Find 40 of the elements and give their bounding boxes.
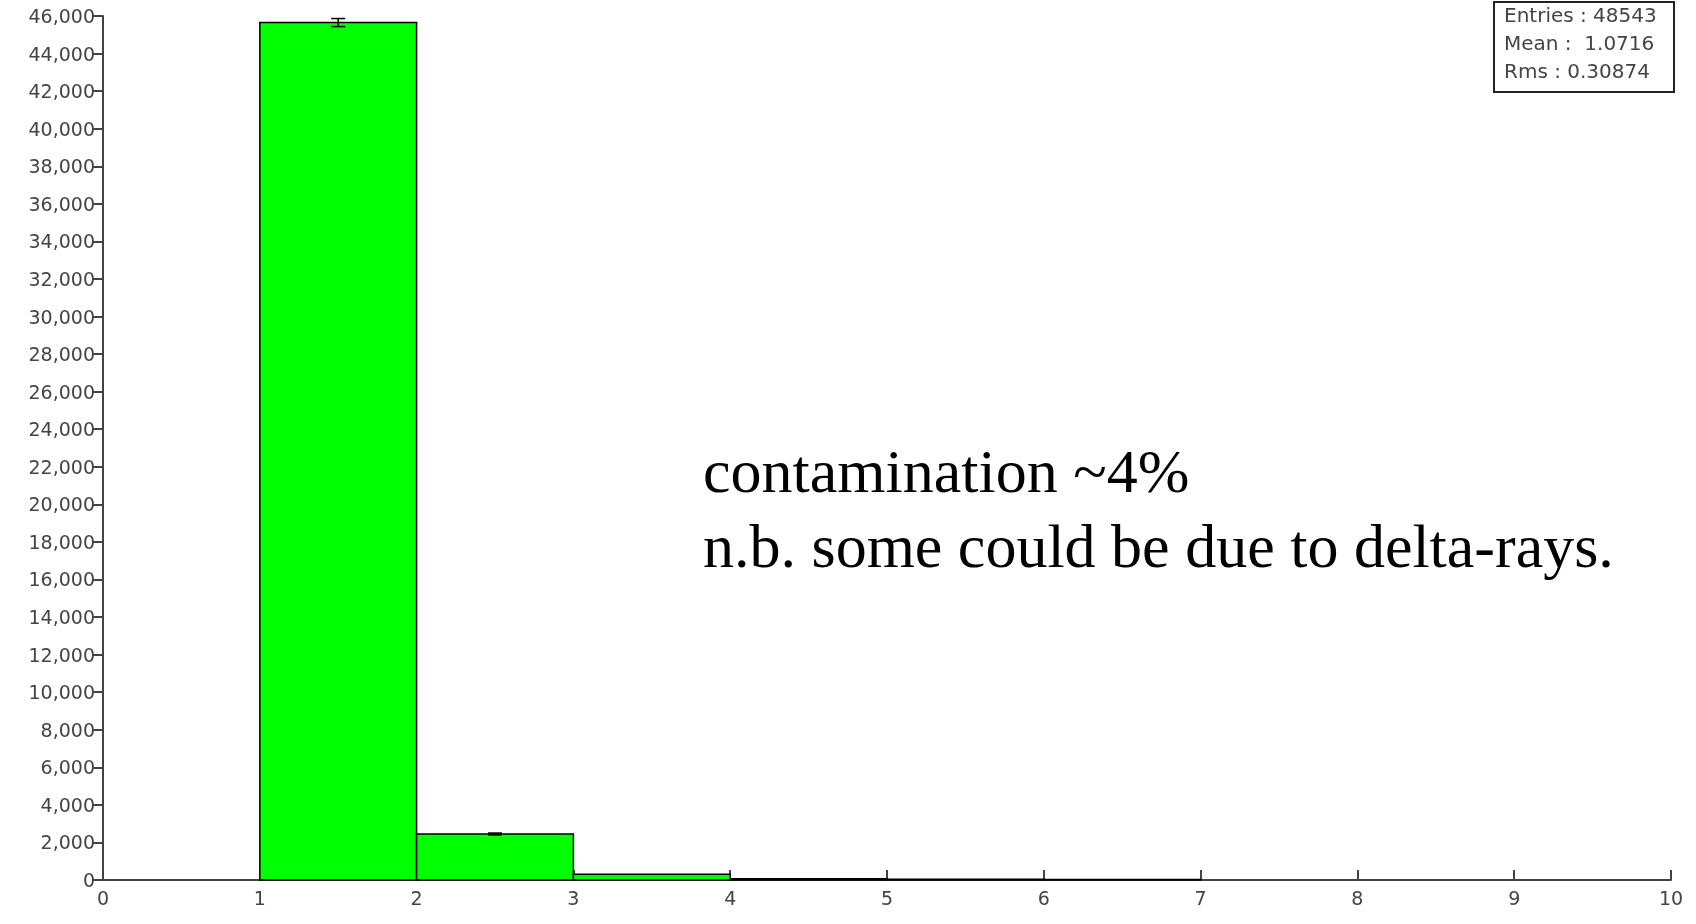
x-tick-label: 8: [1351, 886, 1364, 909]
x-tick-label: 7: [1194, 886, 1207, 909]
annotation: contamination ~4%: [703, 437, 1190, 505]
y-tick-label: 24,000: [28, 418, 95, 441]
x-tick-label: 4: [724, 886, 737, 909]
x-tick-label: 9: [1508, 886, 1521, 909]
y-tick-label: 46,000: [28, 5, 95, 27]
annotation: Entries : 48543: [1504, 3, 1657, 27]
x-tick-label: 5: [880, 886, 894, 909]
y-tick-label: 28,000: [28, 343, 95, 366]
y-tick-label: 2,000: [40, 831, 95, 854]
y-tick-label: 44,000: [28, 42, 95, 65]
y-tick-label: 22,000: [28, 455, 95, 478]
y-tick-label: 30,000: [28, 305, 95, 328]
annotation: n.b. some could be due to delta-rays.: [703, 512, 1614, 580]
y-tick-label: 18,000: [28, 530, 95, 553]
y-tick-label: 16,000: [28, 568, 95, 591]
y-tick-label: 4,000: [40, 793, 95, 816]
y-tick-label: 0: [82, 869, 95, 891]
y-tick-label: 38,000: [28, 155, 95, 178]
annotation: Rms : 0.30874: [1504, 59, 1650, 83]
y-tick-label: 42,000: [28, 80, 95, 103]
x-tick-label: 0: [96, 886, 110, 909]
x-tick-label: 1: [253, 886, 266, 909]
x-tick-label: 3: [567, 886, 580, 909]
annotation: Mean : 1.0716: [1504, 31, 1655, 55]
y-tick-label: 10,000: [28, 681, 95, 704]
y-tick-label: 34,000: [28, 230, 95, 253]
y-tick-label: 6,000: [40, 756, 95, 779]
y-tick-label: 12,000: [28, 643, 95, 666]
y-tick-label: 40,000: [28, 117, 95, 140]
x-tick-label: 2: [410, 886, 423, 909]
y-tick-label: 8,000: [40, 718, 95, 741]
y-tick-label: 32,000: [28, 267, 95, 290]
y-tick-label: 20,000: [28, 493, 95, 516]
x-tick-label: 6: [1037, 886, 1050, 909]
y-tick-label: 36,000: [28, 192, 95, 215]
y-tick-label: 26,000: [28, 380, 95, 403]
x-tick-label: 10: [1658, 886, 1684, 909]
y-tick-label: 14,000: [28, 606, 95, 629]
